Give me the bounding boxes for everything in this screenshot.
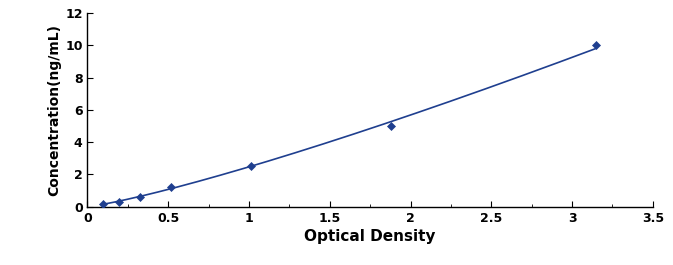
Y-axis label: Concentration(ng/mL): Concentration(ng/mL) (47, 24, 61, 196)
X-axis label: Optical Density: Optical Density (304, 229, 436, 244)
